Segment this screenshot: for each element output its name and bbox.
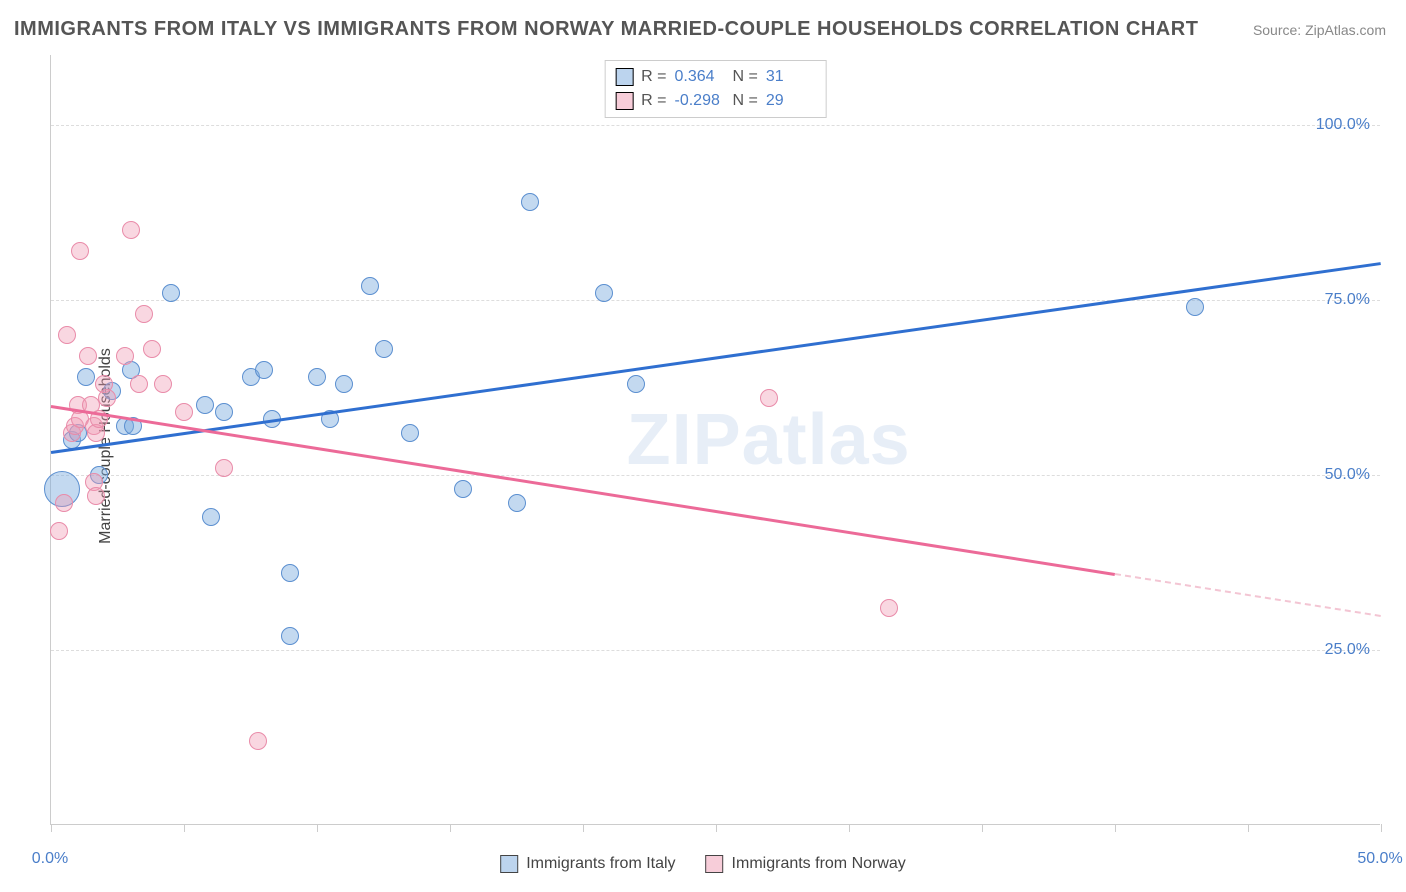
data-point <box>77 368 95 386</box>
x-tick-label: 0.0% <box>32 850 68 868</box>
data-point <box>130 375 148 393</box>
watermark: ZIPatlas <box>627 399 911 481</box>
x-tick <box>583 824 584 832</box>
data-point <box>50 522 68 540</box>
data-point <box>1186 298 1204 316</box>
y-tick-label: 75.0% <box>1325 291 1370 309</box>
x-tick <box>1115 824 1116 832</box>
swatch-italy-icon <box>500 855 518 873</box>
chart-plot-area: ZIPatlas R = 0.364 N = 31 R = -0.298 N =… <box>50 55 1380 825</box>
data-point <box>880 599 898 617</box>
data-point <box>454 480 472 498</box>
data-point <box>255 361 273 379</box>
data-point <box>335 375 353 393</box>
y-tick-label: 50.0% <box>1325 466 1370 484</box>
y-tick-label: 100.0% <box>1316 116 1370 134</box>
data-point <box>215 459 233 477</box>
data-point <box>55 494 73 512</box>
data-point <box>122 221 140 239</box>
data-point <box>154 375 172 393</box>
trend-line <box>51 262 1381 453</box>
data-point <box>135 305 153 323</box>
data-point <box>627 375 645 393</box>
data-point <box>215 403 233 421</box>
data-point <box>249 732 267 750</box>
chart-title: IMMIGRANTS FROM ITALY VS IMMIGRANTS FROM… <box>14 18 1198 41</box>
data-point <box>281 627 299 645</box>
data-point <box>595 284 613 302</box>
x-tick <box>1381 824 1382 832</box>
data-point <box>143 340 161 358</box>
data-point <box>508 494 526 512</box>
gridline <box>51 300 1380 301</box>
legend-item-norway: Immigrants from Norway <box>706 855 906 873</box>
x-tick <box>982 824 983 832</box>
data-point <box>71 242 89 260</box>
x-tick-label: 50.0% <box>1357 850 1402 868</box>
x-tick <box>317 824 318 832</box>
x-tick <box>51 824 52 832</box>
legend-row-norway: R = -0.298 N = 29 <box>615 89 816 113</box>
data-point <box>79 347 97 365</box>
gridline <box>51 475 1380 476</box>
data-point <box>162 284 180 302</box>
legend-item-italy: Immigrants from Italy <box>500 855 675 873</box>
data-point <box>361 277 379 295</box>
x-tick <box>1248 824 1249 832</box>
data-point <box>98 389 116 407</box>
data-point <box>87 487 105 505</box>
gridline <box>51 650 1380 651</box>
x-tick <box>849 824 850 832</box>
data-point <box>375 340 393 358</box>
y-tick-label: 25.0% <box>1325 641 1370 659</box>
data-point <box>308 368 326 386</box>
x-tick <box>716 824 717 832</box>
data-point <box>521 193 539 211</box>
correlation-legend: R = 0.364 N = 31 R = -0.298 N = 29 <box>604 60 827 118</box>
data-point <box>196 396 214 414</box>
data-point <box>175 403 193 421</box>
data-point <box>401 424 419 442</box>
data-point <box>58 326 76 344</box>
data-point <box>760 389 778 407</box>
x-tick <box>450 824 451 832</box>
trend-line <box>51 405 1115 575</box>
data-point <box>116 347 134 365</box>
swatch-norway-icon <box>615 92 633 110</box>
x-tick <box>184 824 185 832</box>
swatch-italy-icon <box>615 68 633 86</box>
data-point <box>281 564 299 582</box>
legend-row-italy: R = 0.364 N = 31 <box>615 65 816 89</box>
series-legend: Immigrants from Italy Immigrants from No… <box>500 855 906 873</box>
swatch-norway-icon <box>706 855 724 873</box>
source-attribution: Source: ZipAtlas.com <box>1253 22 1386 38</box>
trend-line-extrapolated <box>1115 573 1381 617</box>
data-point <box>202 508 220 526</box>
gridline <box>51 125 1380 126</box>
